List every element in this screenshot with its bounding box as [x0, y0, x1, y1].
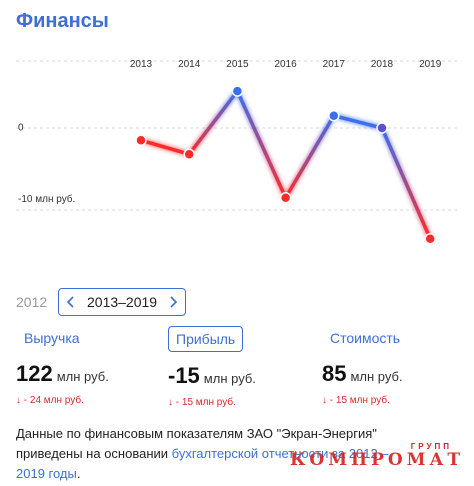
series-line-segment: [187, 89, 240, 156]
x-tick-label: 2017: [323, 59, 346, 70]
watermark-logo: КОМПРОМАТ: [289, 450, 464, 470]
data-point: [183, 148, 195, 160]
x-tick-label: 2016: [274, 59, 297, 70]
x-tick-label: 2014: [178, 59, 201, 70]
profit-unit: млн руб.: [203, 371, 256, 386]
metric-value: Стоимость 85 млн руб. ↓ - 15 млн руб.: [322, 326, 403, 406]
page-title: Финансы: [16, 10, 109, 32]
tab-revenue[interactable]: Выручка: [24, 330, 80, 346]
period-range-label: 2013–2019: [87, 294, 158, 310]
x-tick-label: 2018: [371, 59, 394, 70]
y-tick-label: 0: [18, 123, 24, 134]
x-tick-label: 2013: [130, 59, 153, 70]
watermark-small-text: ГРУПП: [410, 442, 452, 451]
profit-delta: ↓ - 15 млн руб.: [168, 397, 236, 408]
x-tick-label: 2019: [419, 59, 442, 70]
profit-value: -15: [168, 363, 200, 388]
data-point: [376, 122, 388, 134]
period-navigation: 2012 2013–2019: [16, 288, 187, 316]
finance-chart: 2013 2014 2015 2016 2017 2018 2019 0 -10 млн ру…: [16, 59, 458, 245]
revenue-delta: ↓ - 24 млн руб.: [16, 395, 84, 406]
metric-profit: Прибыль -15 млн руб. ↓ - 15 млн руб.: [168, 326, 256, 408]
data-source-note: Данные по финансовым показателям ЗАО "Эк…: [16, 424, 416, 484]
data-point: [279, 191, 292, 204]
metric-revenue: Выручка 122 млн руб. ↓ - 24 млн руб.: [16, 326, 109, 406]
series-line-segment: [235, 89, 288, 200]
value-unit: млн руб.: [350, 369, 403, 384]
accounting-report-link[interactable]: бухгалтерской отчетности за 2012 – 2019 …: [16, 446, 389, 481]
period-selector[interactable]: 2013–2019: [58, 288, 187, 316]
revenue-value: 122: [16, 361, 53, 386]
tab-value[interactable]: Стоимость: [330, 330, 401, 346]
series-line-segment: [139, 138, 191, 156]
series-line-segment: [332, 113, 384, 130]
value-delta: ↓ - 15 млн руб.: [322, 395, 390, 406]
series-line-segment: [380, 126, 432, 241]
tab-profit[interactable]: Прибыль: [168, 326, 244, 352]
source-note-text: Данные по финансовым показателям ЗАО "Эк…: [16, 426, 377, 461]
value-amount: 85: [322, 361, 347, 386]
chevron-left-icon[interactable]: [65, 296, 77, 308]
chevron-right-icon[interactable]: [167, 296, 179, 308]
source-note-end: .: [76, 466, 81, 481]
data-point: [424, 232, 436, 245]
previous-year-label[interactable]: 2012: [16, 294, 48, 310]
data-point: [231, 85, 244, 97]
revenue-unit: млн руб.: [56, 369, 109, 384]
x-tick-label: 2015: [226, 59, 249, 70]
data-point: [135, 134, 147, 147]
y-tick-label: -10 млн руб.: [18, 193, 75, 205]
data-point: [328, 109, 340, 122]
series-line-segment: [283, 113, 336, 200]
